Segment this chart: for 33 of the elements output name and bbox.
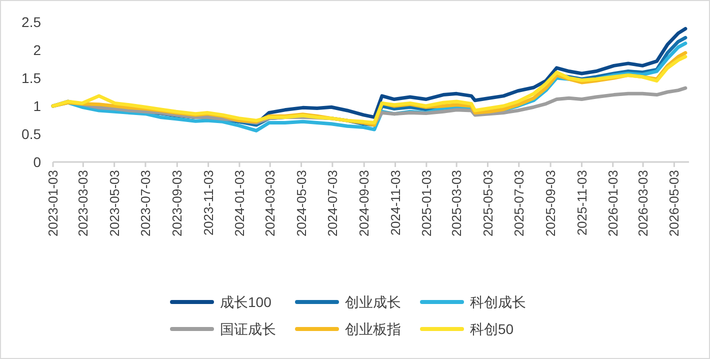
- legend-label: 成长100: [220, 294, 272, 310]
- x-tick-label: 2024-01-03: [232, 170, 248, 236]
- x-tick-label: 2026-05-03: [666, 170, 682, 236]
- y-tick-label: 0.5: [22, 126, 42, 142]
- x-tick-label: 2025-01-03: [418, 170, 434, 236]
- x-tick-label: 2026-01-03: [605, 170, 620, 236]
- y-tick-label: 2.5: [22, 14, 42, 30]
- x-tick-label: 2025-03-03: [449, 170, 464, 236]
- x-tick-label: 2023-09-03: [170, 170, 185, 236]
- x-tick-label: 2025-05-03: [480, 170, 496, 236]
- legend-label: 科创成长: [470, 294, 526, 310]
- x-tick-label: 2024-07-03: [324, 170, 340, 236]
- x-tick-label: 2025-07-03: [511, 170, 526, 236]
- x-tick-label: 2024-05-03: [294, 170, 309, 236]
- x-tick-label: 2023-03-03: [76, 170, 91, 236]
- y-tick-label: 1: [33, 98, 42, 114]
- x-tick-label: 2025-11-03: [574, 170, 590, 236]
- legend-label: 创业成长: [345, 294, 401, 310]
- x-tick-label: 2023-01-03: [46, 170, 61, 236]
- x-tick-label: 2023-11-03: [200, 170, 216, 236]
- x-tick-label: 2024-03-03: [262, 170, 278, 236]
- x-tick-label: 2025-09-03: [543, 170, 558, 236]
- legend-label: 科创50: [470, 320, 514, 337]
- y-tick-label: 1.5: [22, 70, 42, 86]
- x-tick-label: 2024-11-03: [388, 170, 403, 236]
- y-tick-label: 0: [33, 154, 42, 170]
- legend-label: 创业板指: [345, 320, 401, 337]
- x-tick-label: 2024-09-03: [356, 170, 372, 236]
- x-tick-label: 2023-05-03: [106, 170, 122, 236]
- y-tick-label: 2: [33, 42, 42, 58]
- x-tick-label: 2023-07-03: [138, 170, 154, 236]
- x-tick-label: 2026-03-03: [636, 170, 651, 236]
- legend-label: 国证成长: [220, 320, 276, 337]
